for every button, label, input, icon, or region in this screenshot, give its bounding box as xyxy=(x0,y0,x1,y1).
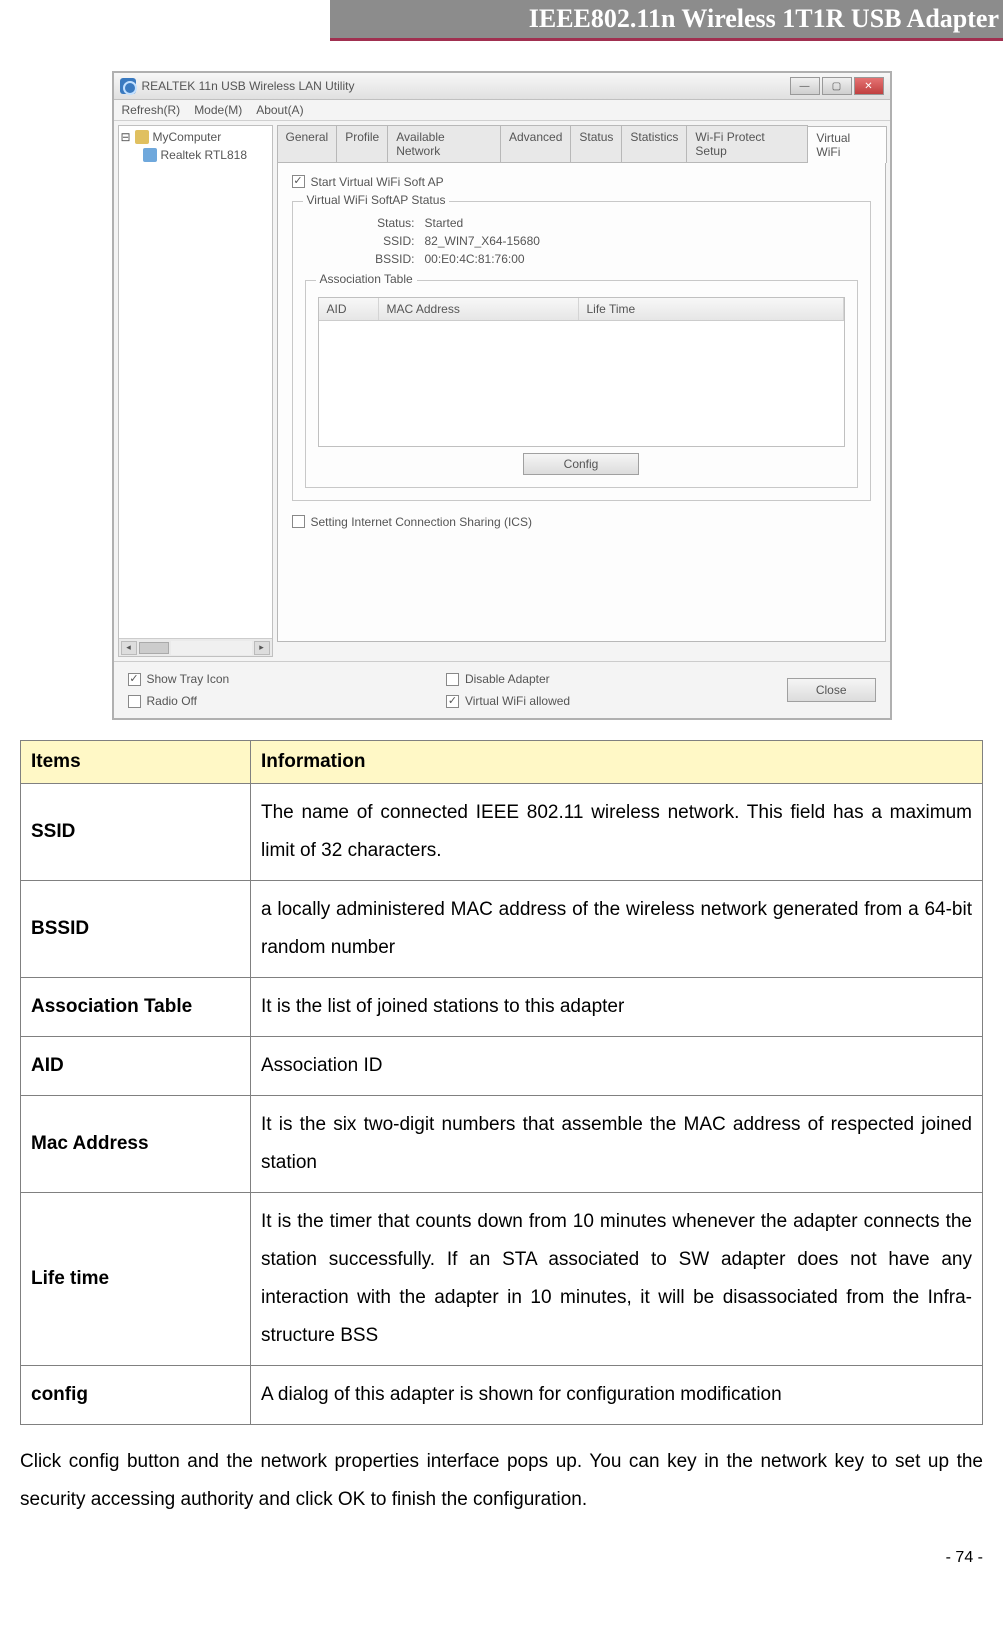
info-association-table: It is the list of joined stations to thi… xyxy=(251,978,983,1037)
item-aid: AID xyxy=(21,1037,251,1096)
show-tray-label: Show Tray Icon xyxy=(147,672,230,686)
status-key: Status: xyxy=(365,216,415,230)
scroll-right-button[interactable]: ▸ xyxy=(254,641,270,655)
app-icon xyxy=(120,78,136,94)
disable-adapter-label: Disable Adapter xyxy=(465,672,550,686)
item-association-table: Association Table xyxy=(21,978,251,1037)
info-mac-address: It is the six two-digit numbers that ass… xyxy=(251,1096,983,1193)
info-config: A dialog of this adapter is shown for co… xyxy=(251,1366,983,1425)
tab-statistics[interactable]: Statistics xyxy=(621,125,687,162)
table-row: SSID The name of connected IEEE 802.11 w… xyxy=(21,784,983,881)
app-screenshot: REALTEK 11n USB Wireless LAN Utility — ▢… xyxy=(112,71,892,720)
assoc-col-life[interactable]: Life Time xyxy=(579,298,844,320)
virtual-wifi-panel: ✓ Start Virtual WiFi Soft AP Virtual WiF… xyxy=(277,162,886,642)
association-table-group: Association Table AID MAC Address Life T… xyxy=(305,280,858,488)
item-life-time: Life time xyxy=(21,1193,251,1366)
table-row: Association Table It is the list of join… xyxy=(21,978,983,1037)
tree-item-root[interactable]: ⊟ MyComputer xyxy=(121,130,270,144)
info-bssid: a locally administered MAC address of th… xyxy=(251,881,983,978)
definitions-table: Items Information SSID The name of conne… xyxy=(20,740,983,1425)
close-window-button[interactable]: ✕ xyxy=(854,77,884,95)
bssid-value: 00:E0:4C:81:76:00 xyxy=(425,252,525,266)
info-aid: Association ID xyxy=(251,1037,983,1096)
status-value: Started xyxy=(425,216,464,230)
ics-label: Setting Internet Connection Sharing (ICS… xyxy=(311,515,532,529)
tab-available-network[interactable]: Available Network xyxy=(387,125,501,162)
menu-mode[interactable]: Mode(M) xyxy=(194,103,242,117)
maximize-button[interactable]: ▢ xyxy=(822,77,852,95)
ssid-key: SSID: xyxy=(365,234,415,248)
tab-profile[interactable]: Profile xyxy=(336,125,388,162)
disable-adapter-checkbox[interactable]: Disable Adapter xyxy=(446,672,570,686)
item-ssid: SSID xyxy=(21,784,251,881)
page-number: - 74 - xyxy=(0,1549,983,1567)
window-footer: ✓ Show Tray Icon Radio Off Disable Adapt… xyxy=(114,661,890,718)
softap-status-legend: Virtual WiFi SoftAP Status xyxy=(303,193,450,207)
window-titlebar: REALTEK 11n USB Wireless LAN Utility — ▢… xyxy=(114,73,890,100)
close-button[interactable]: Close xyxy=(787,678,876,702)
association-table-legend: Association Table xyxy=(316,272,417,286)
table-row: config A dialog of this adapter is shown… xyxy=(21,1366,983,1425)
tab-general[interactable]: General xyxy=(277,125,338,162)
start-virtual-wifi-label: Start Virtual WiFi Soft AP xyxy=(311,175,444,189)
ics-checkbox[interactable]: Setting Internet Connection Sharing (ICS… xyxy=(292,515,532,529)
body-paragraph: Click config button and the network prop… xyxy=(20,1443,983,1519)
assoc-col-mac[interactable]: MAC Address xyxy=(379,298,579,320)
ssid-value: 82_WIN7_X64-15680 xyxy=(425,234,540,248)
info-life-time: It is the timer that counts down from 10… xyxy=(251,1193,983,1366)
config-button[interactable]: Config xyxy=(523,453,640,475)
assoc-col-aid[interactable]: AID xyxy=(319,298,379,320)
tree-root-label: MyComputer xyxy=(153,130,222,144)
menu-about[interactable]: About(A) xyxy=(256,103,303,117)
network-adapter-icon xyxy=(143,148,157,162)
menu-bar: Refresh(R) Mode(M) About(A) xyxy=(114,100,890,121)
table-row: Mac Address It is the six two-digit numb… xyxy=(21,1096,983,1193)
table-header-info: Information xyxy=(251,741,983,784)
info-ssid: The name of connected IEEE 802.11 wirele… xyxy=(251,784,983,881)
item-bssid: BSSID xyxy=(21,881,251,978)
tree-child-label: Realtek RTL818 xyxy=(161,148,248,162)
window-title: REALTEK 11n USB Wireless LAN Utility xyxy=(142,79,355,93)
radio-off-label: Radio Off xyxy=(147,694,197,708)
item-mac-address: Mac Address xyxy=(21,1096,251,1193)
show-tray-checkbox[interactable]: ✓ Show Tray Icon xyxy=(128,672,230,686)
radio-off-checkbox[interactable]: Radio Off xyxy=(128,694,230,708)
table-row: AID Association ID xyxy=(21,1037,983,1096)
softap-status-group: Virtual WiFi SoftAP Status Status:Starte… xyxy=(292,201,871,501)
menu-refresh[interactable]: Refresh(R) xyxy=(122,103,181,117)
virtual-allowed-checkbox[interactable]: ✓ Virtual WiFi allowed xyxy=(446,694,570,708)
minimize-button[interactable]: — xyxy=(790,77,820,95)
bssid-key: BSSID: xyxy=(365,252,415,266)
doc-banner: IEEE802.11n Wireless 1T1R USB Adapter xyxy=(330,0,1003,41)
computer-icon xyxy=(135,130,149,144)
tree-scrollbar: ◂ ▸ xyxy=(119,638,272,656)
table-header-items: Items xyxy=(21,741,251,784)
tab-wifi-protect[interactable]: Wi-Fi Protect Setup xyxy=(686,125,808,162)
virtual-allowed-label: Virtual WiFi allowed xyxy=(465,694,570,708)
scroll-thumb[interactable] xyxy=(139,642,169,654)
device-tree: ⊟ MyComputer Realtek RTL818 ◂ ▸ xyxy=(118,125,273,657)
tree-item-adapter[interactable]: Realtek RTL818 xyxy=(143,148,270,162)
tab-bar: General Profile Available Network Advanc… xyxy=(277,125,886,162)
start-virtual-wifi-checkbox[interactable]: ✓ Start Virtual WiFi Soft AP xyxy=(292,175,444,189)
tab-status[interactable]: Status xyxy=(570,125,622,162)
tab-advanced[interactable]: Advanced xyxy=(500,125,571,162)
table-row: Life time It is the timer that counts do… xyxy=(21,1193,983,1366)
item-config: config xyxy=(21,1366,251,1425)
scroll-left-button[interactable]: ◂ xyxy=(121,641,137,655)
table-row: BSSID a locally administered MAC address… xyxy=(21,881,983,978)
tab-virtual-wifi[interactable]: Virtual WiFi xyxy=(807,126,886,163)
association-table: AID MAC Address Life Time xyxy=(318,297,845,447)
